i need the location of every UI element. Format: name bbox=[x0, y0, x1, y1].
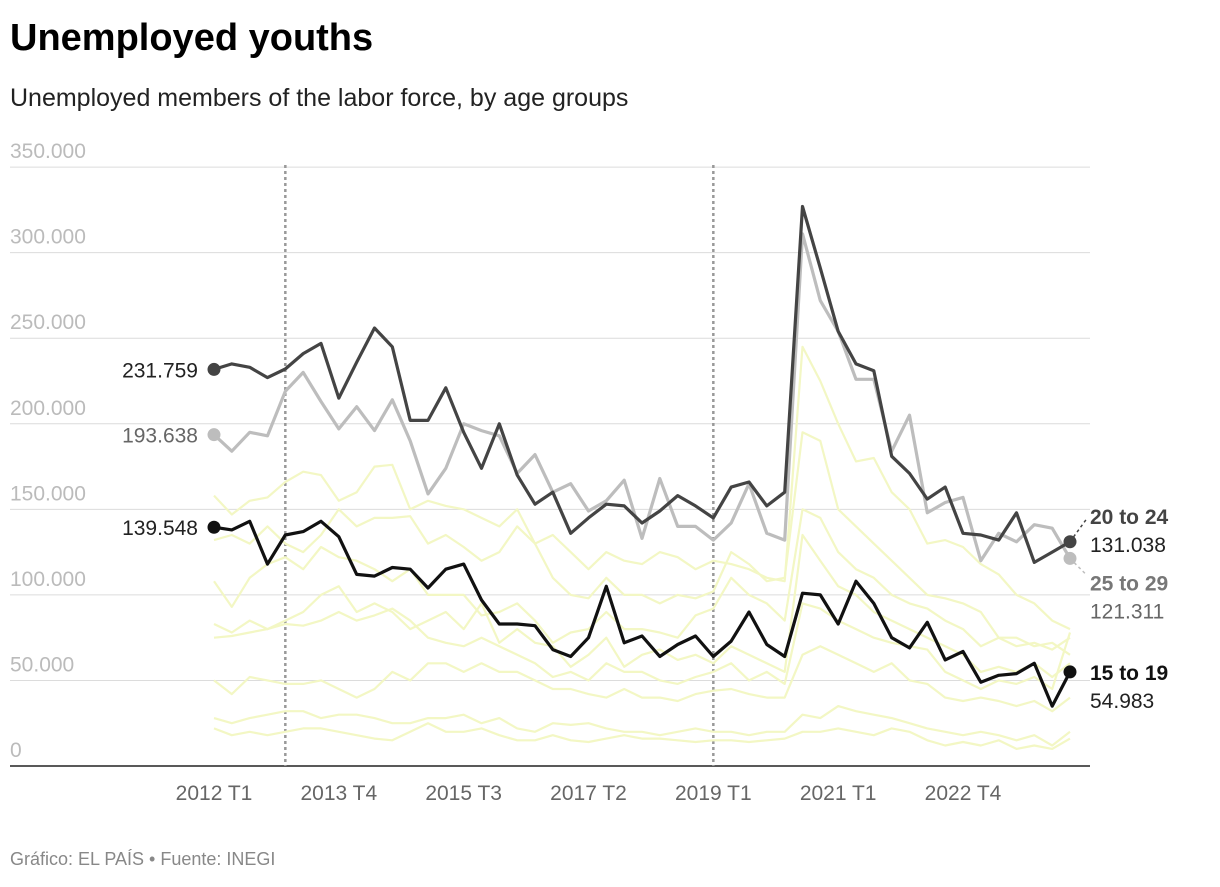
end-value-label: 121.311 bbox=[1090, 600, 1164, 623]
y-tick-label: 350.000 bbox=[10, 140, 86, 163]
chart-subtitle: Unemployed members of the labor force, b… bbox=[10, 84, 628, 112]
end-value-label: 54.983 bbox=[1090, 690, 1154, 713]
series-name-label: 15 to 19 bbox=[1090, 662, 1168, 685]
series-name-label: 25 to 29 bbox=[1090, 572, 1168, 595]
y-tick-label: 200.000 bbox=[10, 397, 86, 420]
y-tick-label: 150.000 bbox=[10, 482, 86, 505]
background-line bbox=[213, 345, 1071, 631]
background-line bbox=[213, 722, 1071, 750]
y-tick-label: 300.000 bbox=[10, 226, 86, 249]
background-line bbox=[213, 508, 1071, 651]
y-tick-label: 50.000 bbox=[10, 653, 74, 676]
series-line bbox=[213, 204, 1071, 564]
x-tick-label: 2017 T2 bbox=[550, 782, 627, 805]
background-line bbox=[213, 602, 1072, 691]
point bbox=[1063, 665, 1077, 679]
background-line bbox=[213, 431, 1071, 656]
series-name-label: 20 to 24 bbox=[1090, 506, 1169, 529]
x-tick-label: 2019 T1 bbox=[675, 782, 752, 805]
series-line bbox=[213, 519, 1072, 708]
y-tick-label: 250.000 bbox=[10, 311, 86, 334]
start-value-label: 231.759 bbox=[122, 359, 198, 382]
connector bbox=[1069, 519, 1087, 543]
chart-title: Unemployed youths bbox=[10, 17, 373, 59]
connector bbox=[1069, 557, 1087, 575]
y-tick-label: 100.000 bbox=[10, 568, 86, 591]
x-tick-label: 2013 T4 bbox=[300, 782, 377, 805]
point bbox=[207, 520, 221, 534]
x-tick-label: 2015 T3 bbox=[425, 782, 502, 805]
end-value-label: 131.038 bbox=[1090, 534, 1166, 557]
start-value-label: 193.638 bbox=[122, 425, 198, 448]
source: Gráfico: EL PAÍS • Fuente: INEGI bbox=[10, 849, 275, 869]
x-tick-label: 2012 T1 bbox=[176, 782, 253, 805]
background-line bbox=[213, 645, 1071, 713]
series-line bbox=[212, 232, 1072, 563]
y-tick-label: 0 bbox=[10, 739, 22, 762]
point bbox=[207, 362, 221, 376]
x-tick-label: 2021 T1 bbox=[800, 782, 877, 805]
point bbox=[207, 428, 221, 442]
background-line bbox=[213, 705, 1071, 747]
x-tick-label: 2022 T4 bbox=[925, 782, 1002, 805]
start-value-label: 139.548 bbox=[122, 517, 198, 540]
background-line bbox=[213, 533, 1071, 679]
